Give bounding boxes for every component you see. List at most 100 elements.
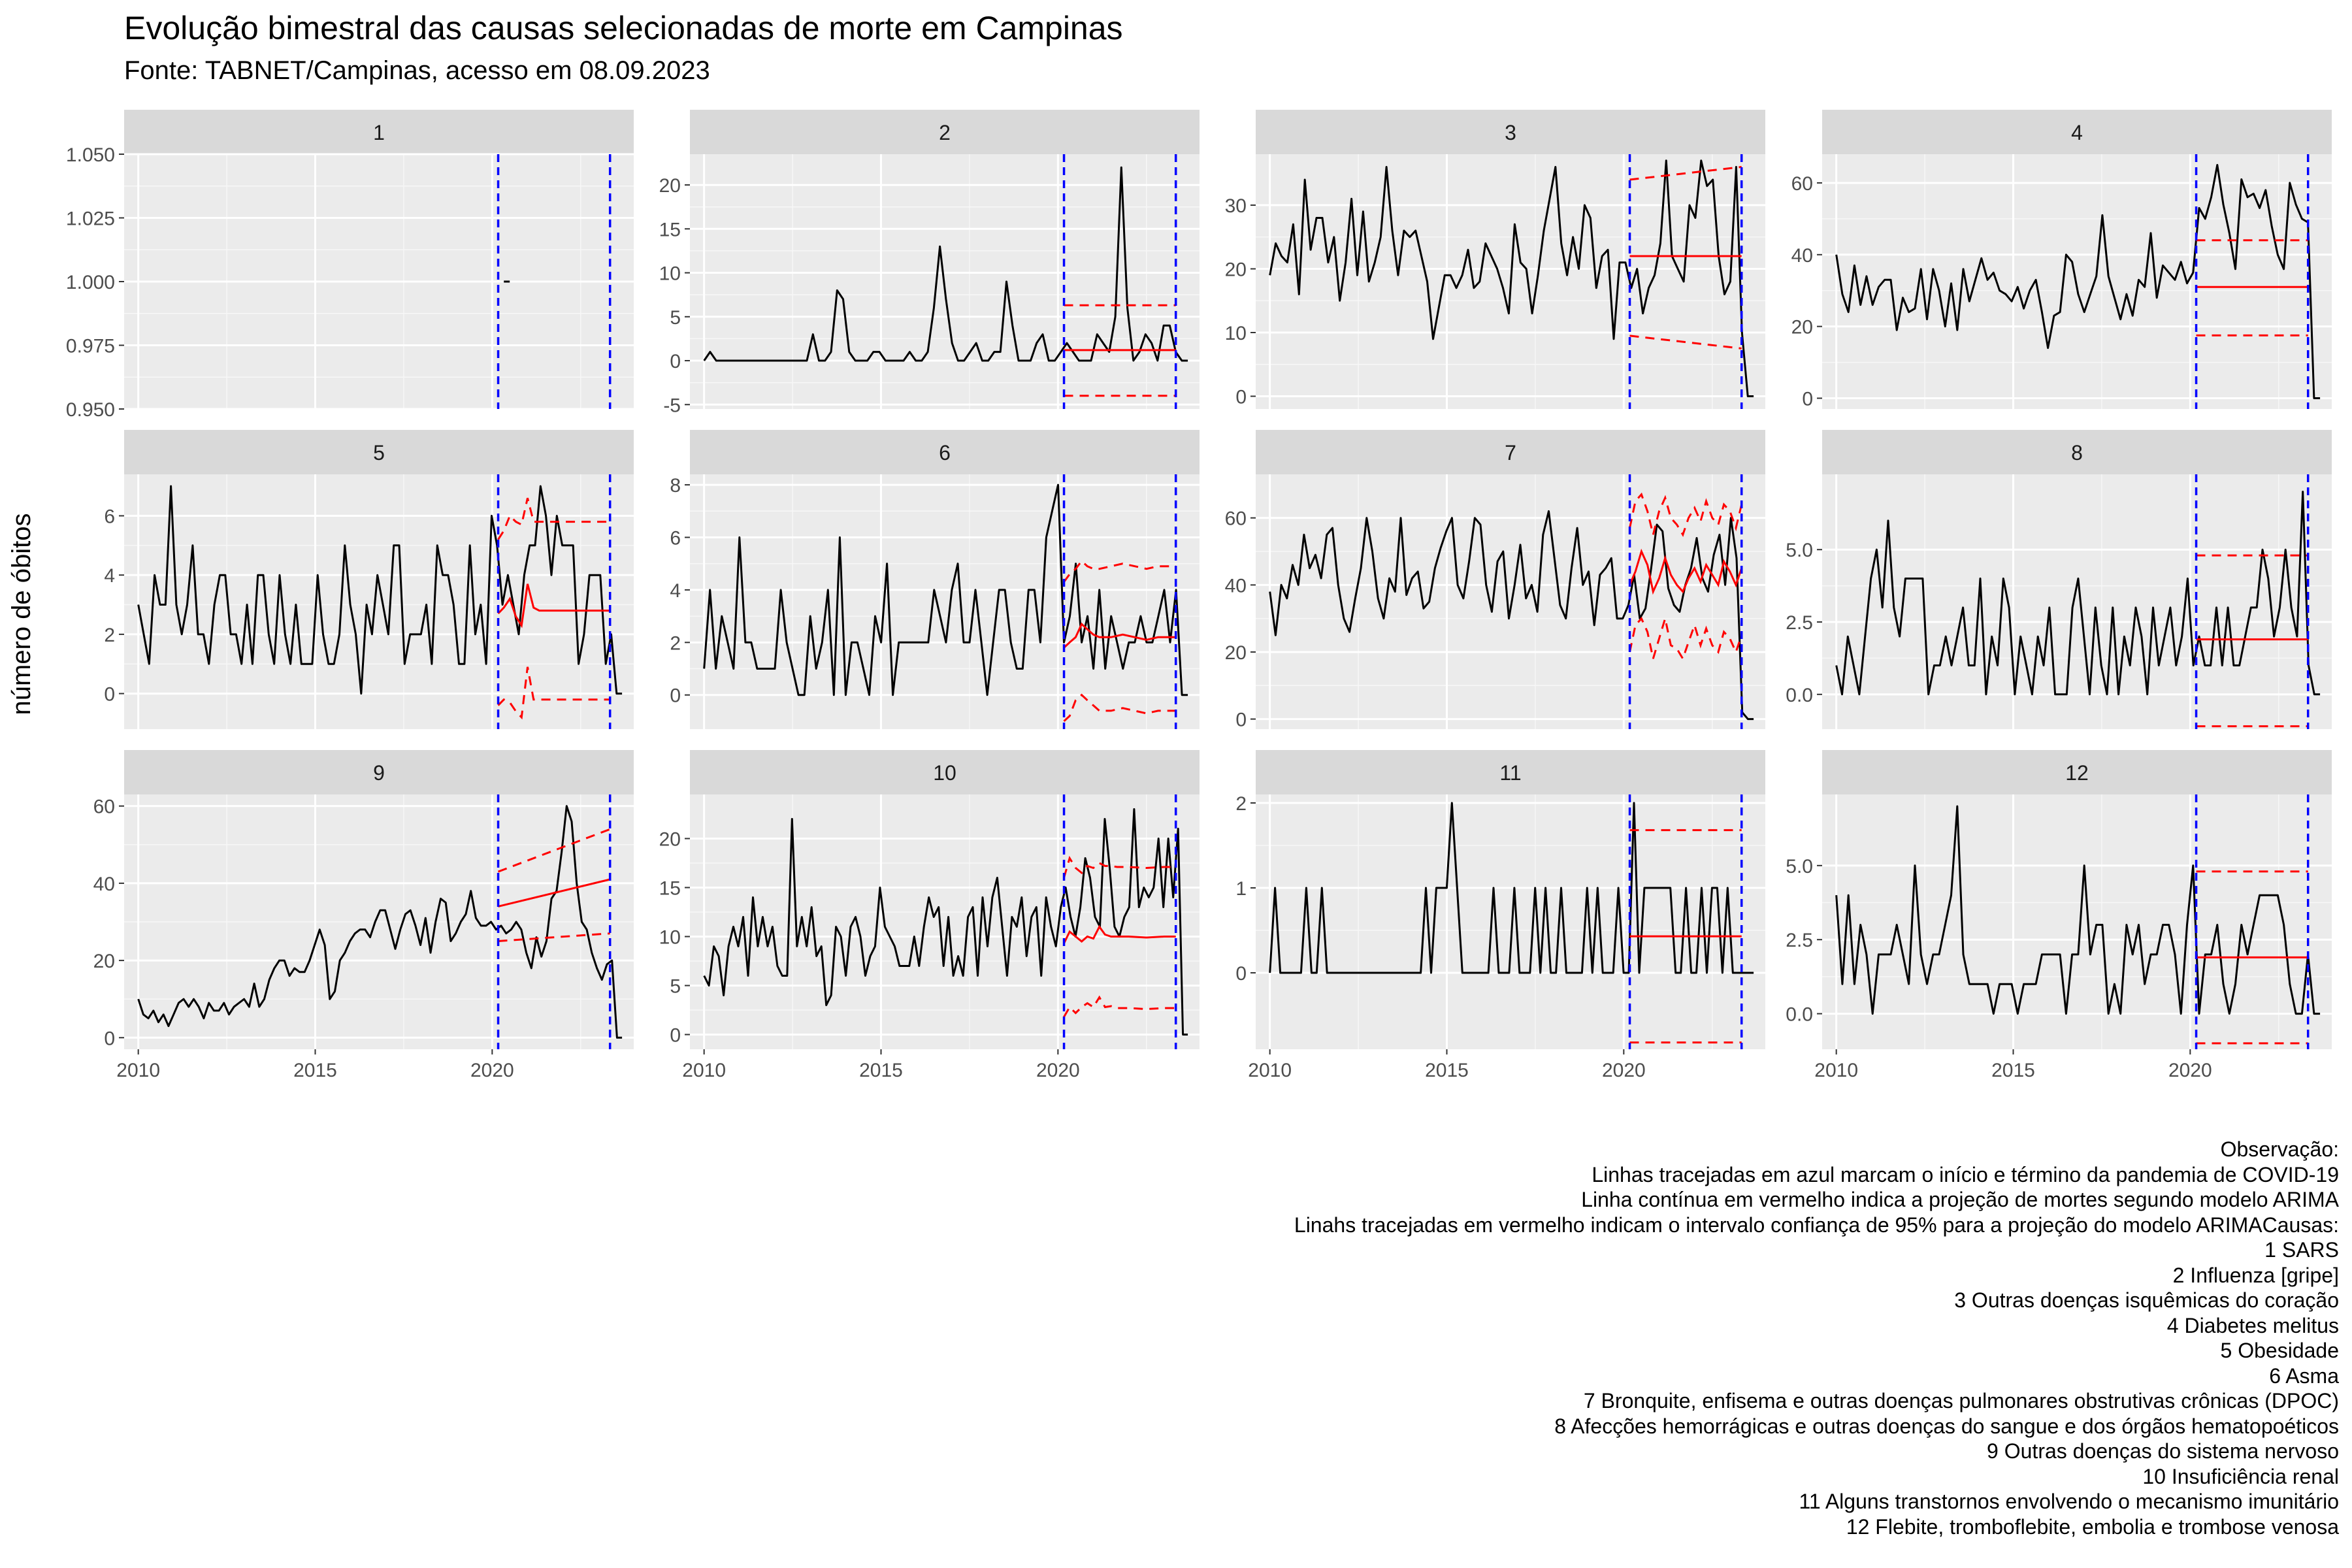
panel-data-layer xyxy=(703,154,1188,409)
y-tick-label: 0 xyxy=(670,685,681,707)
facet-strip-label: 1 xyxy=(373,121,385,144)
facet-panel-12: 12 0.0 2.5 5.0 2010 2015 2020 xyxy=(1786,750,2332,1081)
panel-background xyxy=(1256,474,1765,729)
caption-line: 7 Bronquite, enfisema e outras doenças p… xyxy=(1583,1389,2339,1413)
panel-data-layer xyxy=(1835,154,2321,409)
caption-line: 11 Alguns transtornos envolvendo o mecan… xyxy=(1799,1490,2339,1513)
y-tick-label: 15 xyxy=(659,878,681,900)
ci-upper-line xyxy=(1063,559,1176,583)
y-tick-label: 30 xyxy=(1225,195,1247,217)
y-tick-label: 20 xyxy=(659,175,681,197)
x-tick-label: 2020 xyxy=(1036,1060,1080,1081)
y-tick-label: 0 xyxy=(670,351,681,372)
x-tick-label: 2020 xyxy=(470,1060,514,1081)
facet-strip-label: 9 xyxy=(373,761,385,785)
y-tick-label: 8 xyxy=(670,475,681,497)
y-tick-label: 1.000 xyxy=(66,272,115,293)
ci-lower-line xyxy=(497,666,610,720)
y-tick-label: 60 xyxy=(93,796,115,818)
facet-strip xyxy=(1256,430,1765,474)
y-tick-label: 0 xyxy=(104,1028,115,1049)
panel-background xyxy=(1822,474,2332,729)
panel-background xyxy=(1822,794,2332,1049)
y-tick-label: 1 xyxy=(1235,878,1247,900)
facet-panel-8: 8 0.0 2.5 5.0 xyxy=(1786,430,2332,729)
chart-caption: Observação: Linhas tracejadas em azul mar… xyxy=(1098,1137,2339,1539)
x-tick-label: 2020 xyxy=(2168,1060,2212,1081)
facet-strip xyxy=(124,110,634,154)
caption-line: Linha contínua em vermelho indica a proj… xyxy=(1581,1188,2339,1211)
ci-lower-line xyxy=(498,932,610,942)
facet-strip-label: 11 xyxy=(1499,761,1521,785)
facet-panel-6: 6 0 2 4 6 8 xyxy=(670,430,1200,729)
y-tick-label: -5 xyxy=(663,395,681,416)
facet-strip-label: 2 xyxy=(939,121,951,144)
facet-strip xyxy=(690,750,1200,794)
x-tick-label: 2010 xyxy=(1248,1060,1292,1081)
facet-panel-10: 10 0 5 10 15 20 2010 2015 2020 xyxy=(659,750,1200,1081)
caption-line: 8 Afecções hemorrágicas e outras doenças… xyxy=(1554,1414,2339,1438)
ci-lower-line xyxy=(1063,693,1176,723)
panel-data-layer xyxy=(1269,474,1754,729)
facet-strip xyxy=(690,430,1200,474)
caption-line: 1 SARS xyxy=(2264,1238,2339,1262)
facet-panel-7: 7 0 20 40 60 xyxy=(1225,430,1765,731)
y-tick-label: 2 xyxy=(104,625,115,646)
y-tick-label: 0.0 xyxy=(1786,1004,1813,1026)
y-tick-label: 0 xyxy=(1802,389,1813,410)
facet-strip xyxy=(124,750,634,794)
y-tick-label: 4 xyxy=(670,580,681,602)
y-tick-label: 40 xyxy=(1225,575,1247,596)
x-tick-label: 2015 xyxy=(859,1060,903,1081)
panel-data-layer xyxy=(137,794,623,1049)
caption-line: 10 Insuficiência renal xyxy=(2142,1464,2339,1488)
panel-background xyxy=(690,474,1200,729)
y-tick-label: 2.5 xyxy=(1786,930,1813,951)
y-tick-label: 0 xyxy=(670,1025,681,1047)
panel-data-layer xyxy=(497,154,612,409)
caption-line: Linahs tracejadas em vermelho indicam o … xyxy=(1294,1213,2339,1237)
x-tick-label: 2010 xyxy=(116,1060,160,1081)
arima-projection-line xyxy=(497,583,610,629)
facet-strip-label: 10 xyxy=(933,761,956,785)
y-tick-label: 20 xyxy=(93,951,115,972)
observed-series-line xyxy=(137,485,623,695)
x-tick-label: 2010 xyxy=(1814,1060,1858,1081)
arima-projection-line xyxy=(1063,924,1176,944)
panel-data-layer xyxy=(703,794,1188,1049)
facet-panel-11: 11 0 1 2 2010 2015 2020 xyxy=(1235,750,1765,1081)
y-tick-label: 10 xyxy=(659,927,681,949)
y-tick-label: 5 xyxy=(670,307,681,329)
facet-strip xyxy=(124,430,634,474)
panel-data-layer xyxy=(1269,154,1754,409)
caption-line: Linhas tracejadas em azul marcam o iníci… xyxy=(1592,1162,2339,1186)
facet-panel-5: 5 0 2 4 6 xyxy=(104,430,634,729)
arima-projection-line xyxy=(498,878,611,907)
y-tick-label: 0 xyxy=(1235,963,1247,985)
observed-series-line xyxy=(1835,164,2321,399)
y-tick-label: 10 xyxy=(1225,323,1247,344)
facet-strip xyxy=(690,110,1200,154)
chart-plot-area: número de óbitos 1 0.950 0.975 1.000 1.025 1.0… xyxy=(7,110,2332,1081)
panel-background xyxy=(1256,794,1765,1049)
observed-series-line xyxy=(1835,805,2321,1015)
caption-line: 3 Outras doenças isquêmicas do coração xyxy=(1954,1288,2339,1312)
facet-strip-label: 4 xyxy=(2071,121,2083,144)
y-tick-label: 10 xyxy=(659,263,681,285)
facet-panel-9: 9 0 20 40 60 2010 2015 2020 xyxy=(93,750,634,1081)
caption-line: Observação: xyxy=(2220,1137,2339,1161)
y-tick-label: 0.950 xyxy=(66,399,115,421)
y-tick-label: 4 xyxy=(104,565,115,587)
observed-series-line xyxy=(1269,802,1754,974)
y-tick-label: 5.0 xyxy=(1786,540,1813,561)
facet-strip-label: 5 xyxy=(373,441,385,465)
y-tick-label: 15 xyxy=(659,219,681,240)
facet-strip-label: 8 xyxy=(2071,441,2083,465)
observed-series-line xyxy=(1835,491,2321,696)
y-tick-label: 40 xyxy=(1791,245,1813,267)
observed-series-line xyxy=(703,166,1188,362)
facet-strip-label: 3 xyxy=(1505,121,1516,144)
panel-data-layer xyxy=(703,474,1188,729)
